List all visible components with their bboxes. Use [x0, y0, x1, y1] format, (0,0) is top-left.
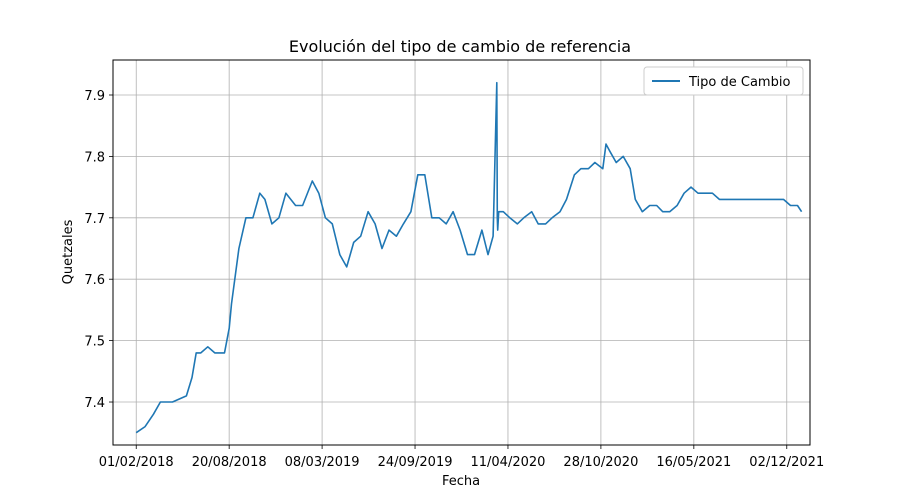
plot-frame: [112, 59, 811, 446]
x-tick-label: 11/04/2020: [470, 455, 545, 470]
y-tick-label: 7.4: [84, 396, 105, 411]
legend-box: [643, 66, 804, 96]
x-tick-label: 16/05/2021: [656, 455, 731, 470]
x-tick-label: 01/02/2018: [99, 455, 174, 470]
legend: Tipo de Cambio: [643, 66, 804, 96]
chart-title: Evolución del tipo de cambio de referenc…: [289, 37, 631, 56]
y-axis-label: Quetzales: [61, 219, 76, 284]
x-tick-label: 24/09/2019: [378, 455, 453, 470]
legend-label: Tipo de Cambio: [688, 75, 790, 90]
series-layer: [135, 81, 803, 434]
axis-ticks: 01/02/2018 20/08/2018 08/03/2019 24/09/2019…: [84, 89, 824, 470]
y-tick-label: 7.9: [84, 89, 105, 104]
x-axis-label: Fecha: [442, 474, 480, 489]
x-tick-label: 28/10/2020: [563, 455, 638, 470]
y-tick-label: 7.5: [84, 335, 105, 350]
grid-lines: [113, 60, 810, 445]
y-tick-label: 7.7: [84, 212, 105, 227]
y-tick-label: 7.6: [84, 273, 105, 288]
x-tick-label: 08/03/2019: [285, 455, 360, 470]
x-tick-label: 20/08/2018: [192, 455, 267, 470]
x-tick-label: 02/12/2021: [749, 455, 824, 470]
y-tick-label: 7.8: [84, 150, 105, 165]
series-line: [135, 81, 803, 434]
